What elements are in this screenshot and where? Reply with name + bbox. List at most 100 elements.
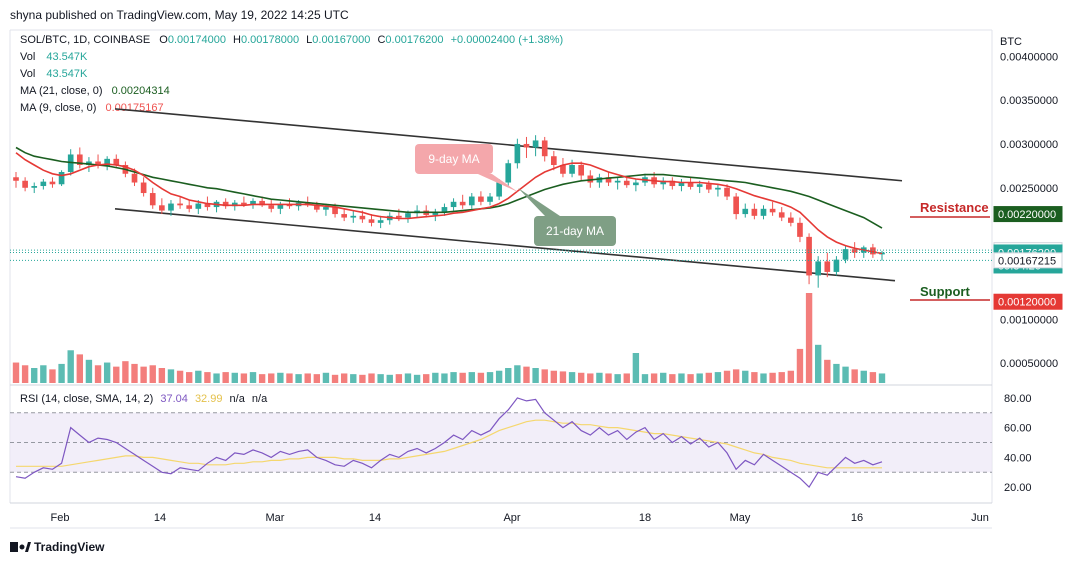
ma9-callout-box [415, 144, 493, 174]
volume-bar [12, 362, 20, 383]
candle-body [441, 207, 448, 213]
candle-body [332, 207, 338, 215]
resistance-tag-text: 0.00220000 [998, 209, 1056, 221]
low-tag-box [993, 252, 1063, 269]
volume-bar [796, 348, 804, 383]
candle-body [505, 163, 512, 183]
volume-bar [103, 362, 111, 383]
high-label: H [233, 34, 241, 46]
volume-bar [359, 374, 366, 383]
price-tick-label: 0.00100000 [1000, 314, 1058, 326]
rsi-tick-label: 40.00 [1004, 452, 1032, 464]
volume-bar [805, 293, 813, 383]
candle-body [350, 215, 357, 218]
candle-body [377, 220, 384, 223]
logo-block-icon [10, 542, 18, 552]
volume-bar [21, 365, 29, 383]
rsi-lines [15, 397, 883, 489]
volume-bar [751, 372, 758, 383]
trend-channel [114, 108, 903, 282]
ma9-callout: 9-day MA [415, 144, 518, 192]
candle-body [86, 161, 92, 165]
ma21-line [15, 146, 883, 229]
candle-body [450, 201, 457, 208]
open-value: 0.00174000 [167, 34, 226, 46]
ma21-legend: MA (21, close, 0) 0.00204314 [20, 85, 170, 97]
candle-body [149, 193, 156, 206]
candle-body [724, 187, 730, 197]
volume-bar [495, 370, 503, 383]
symbol-label: SOL/BTC, 1D, COINBASE [20, 34, 151, 46]
candle-body [341, 214, 347, 218]
volume-bar [732, 369, 740, 383]
candle-body [104, 158, 110, 166]
volume-bar [204, 372, 211, 383]
support-tag-box [993, 293, 1063, 310]
volume-bar [176, 370, 184, 383]
high-value: 0.00178000 [240, 34, 300, 46]
volume-bar [787, 370, 795, 383]
time-tick-label: Feb [51, 512, 70, 524]
candle-body [842, 249, 849, 260]
price-tick-label: 0.00050000 [1000, 358, 1058, 370]
candle-body [286, 204, 293, 207]
candle-body [22, 180, 28, 188]
candle-body [368, 219, 375, 223]
ma21-callout-text: 21-day MA [546, 224, 604, 238]
tradingview-logo-mark [10, 542, 31, 552]
ma9-callout-pointer [478, 174, 518, 192]
volume-bar [660, 372, 667, 383]
volume-bar [468, 372, 475, 383]
candle-body [532, 140, 539, 148]
time-tick-label: 18 [639, 512, 651, 524]
moving-averages [15, 146, 883, 255]
candle-body [159, 205, 165, 211]
volume-bar [58, 363, 65, 383]
volume-bar [833, 363, 840, 383]
candle-body [669, 180, 676, 187]
price-tick-label: 0.00250000 [1000, 183, 1058, 195]
rsi-line [15, 397, 883, 489]
candle-body [696, 184, 703, 187]
candle-body [277, 204, 284, 209]
volume-bar [268, 373, 275, 383]
volume-bar [714, 372, 722, 383]
candle-body [633, 182, 639, 186]
volume-bar [186, 372, 193, 383]
ma9-label: MA (9, close, 0) [20, 102, 97, 114]
candle-body [323, 207, 329, 210]
candle-body [259, 200, 265, 206]
volume-bar [76, 354, 84, 383]
volume-bar [559, 371, 567, 383]
volume-bar [623, 373, 630, 383]
candle-body [851, 249, 858, 253]
lower-trend-line [114, 208, 896, 282]
volume-bar [404, 373, 412, 383]
volume-bar [477, 372, 485, 383]
candle-body [140, 182, 147, 194]
open-label: O [159, 34, 168, 46]
volume-bar [340, 373, 348, 383]
ma21-callout: 21-day MA [518, 188, 616, 246]
volume-legend-1: Vol 43.547K [20, 51, 87, 63]
volume-bar [49, 369, 56, 383]
candle-body [705, 184, 712, 190]
candle-body [268, 205, 275, 209]
volume-bar [696, 373, 703, 383]
candle-body [678, 182, 685, 187]
vol2-label: Vol [20, 68, 36, 80]
candle-body [13, 177, 19, 181]
rsi-value: 37.04 [160, 393, 188, 405]
candle-body [815, 261, 822, 276]
rsi-label: RSI (14, close, SMA, 14, 2) [20, 393, 154, 405]
candle-body [204, 203, 211, 208]
candle-body [432, 212, 439, 215]
volume-bar [441, 373, 448, 383]
volume-bar [231, 372, 238, 383]
candle-body [623, 180, 630, 186]
volume-bar [395, 374, 403, 383]
volume-bar [386, 374, 393, 383]
candle-body [67, 154, 74, 172]
volume-bar [222, 372, 229, 383]
